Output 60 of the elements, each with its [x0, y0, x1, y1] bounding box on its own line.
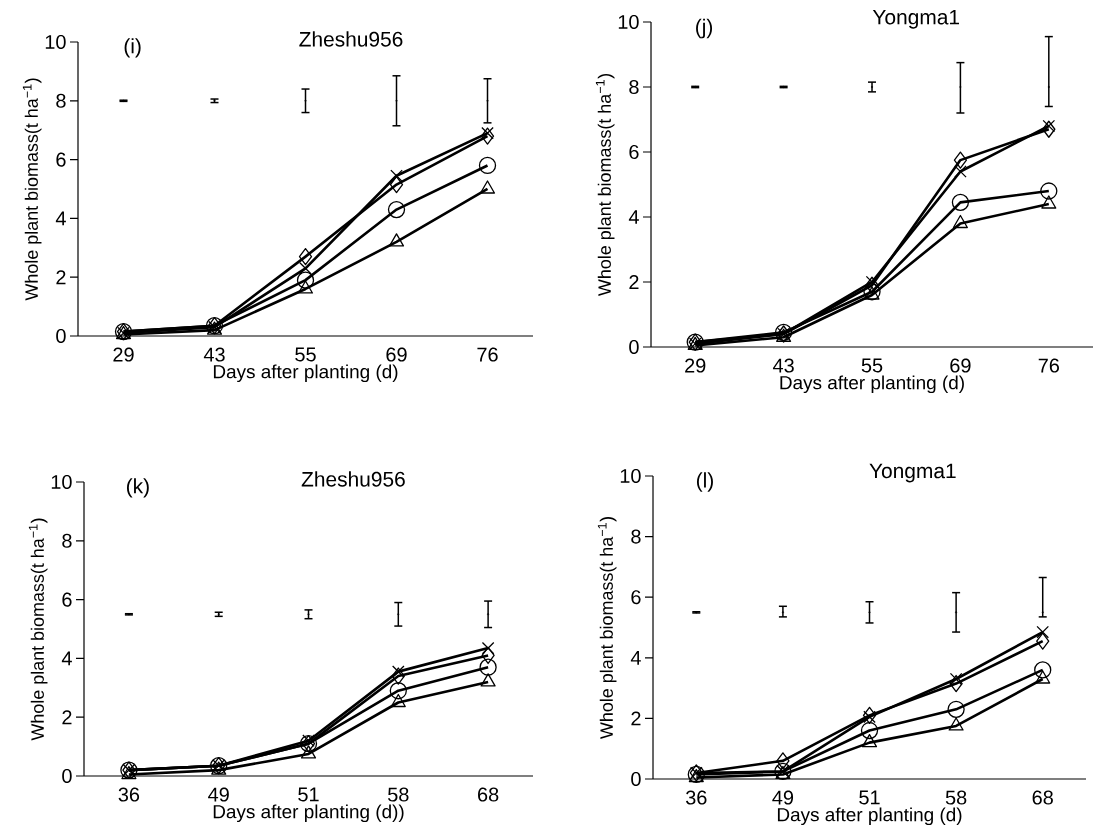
x-tick-label: 29: [113, 347, 134, 362]
x-tick-label: 69: [386, 347, 407, 362]
x-tick-label: 49: [772, 790, 794, 805]
x-tick-label: 55: [295, 347, 316, 362]
y-axis-title: Whole plant biomass(t ha$^{−1}$): [28, 518, 48, 741]
y-tick-label: 4: [630, 650, 641, 665]
y-tick-label: 2: [629, 275, 639, 289]
x-tick-label: 58: [945, 790, 967, 805]
y-tick-label: 4: [628, 210, 639, 224]
x-tick-label: 29: [685, 358, 706, 373]
y-tick-label: 0: [62, 768, 72, 784]
y-axis-title: Whole plant biomass(t ha$^{−1}$): [595, 74, 615, 296]
x-tick-label: 55: [861, 358, 883, 373]
x-tick-label: 76: [1038, 358, 1060, 373]
y-tick-label: 6: [629, 144, 639, 160]
x-tick-label: 69: [950, 358, 971, 373]
y-tick-label: 10: [618, 14, 639, 30]
x-tick-label: 58: [388, 787, 409, 802]
x-tick-label: 36: [118, 787, 140, 802]
chart-title: Zheshu956: [301, 471, 405, 487]
y-tick-label: 0: [631, 771, 641, 787]
x-tick-label: 51: [298, 787, 319, 802]
x-tick-label: 49: [208, 787, 229, 802]
y-tick-label: 10: [620, 468, 641, 484]
y-tick-label: 8: [631, 529, 641, 544]
x-axis-title: Days after planting (d): [780, 375, 964, 394]
x-tick-label: 68: [478, 787, 499, 802]
x-tick-label: 43: [203, 347, 225, 362]
x-tick-label: 43: [772, 358, 794, 373]
chart-title: Yongma1: [869, 463, 956, 483]
x-tick-label: 68: [1032, 790, 1053, 805]
y-tick-label: 6: [62, 592, 72, 607]
y-tick-label: 4: [61, 651, 72, 666]
y-tick-label: 10: [45, 34, 66, 50]
x-axis-title: Days after planting (d): [213, 364, 398, 383]
y-tick-label: 10: [51, 474, 72, 490]
y-axis-title: Whole plant biomass(t ha$^{−1}$): [22, 78, 42, 301]
x-axis-title: Days after planting (d)): [213, 804, 404, 823]
annotation: (k): [126, 478, 149, 498]
annotation: (l): [696, 472, 713, 492]
annotation: (i): [124, 38, 141, 58]
y-axis-title: Whole plant biomass(t ha$^{−1}$): [597, 517, 617, 739]
x-tick-label: 51: [859, 790, 880, 805]
x-axis-title: Days after planting (d): [777, 807, 962, 826]
y-tick-label: 8: [629, 79, 639, 95]
y-tick-label: 8: [62, 533, 72, 548]
y-tick-label: 8: [56, 93, 66, 108]
chart-title: Zheshu956: [299, 31, 403, 47]
y-tick-label: 0: [56, 328, 66, 344]
y-tick-label: 2: [631, 711, 641, 726]
y-tick-label: 6: [56, 152, 66, 167]
y-tick-label: 2: [62, 710, 72, 725]
x-tick-label: 36: [685, 790, 707, 805]
y-tick-label: 4: [55, 211, 66, 226]
annotation: (j): [696, 18, 713, 39]
y-tick-label: 2: [56, 270, 66, 285]
y-tick-label: 6: [631, 590, 641, 605]
x-tick-label: 76: [477, 347, 498, 362]
chart-title: Yongma1: [872, 9, 960, 29]
y-tick-label: 0: [629, 339, 639, 355]
